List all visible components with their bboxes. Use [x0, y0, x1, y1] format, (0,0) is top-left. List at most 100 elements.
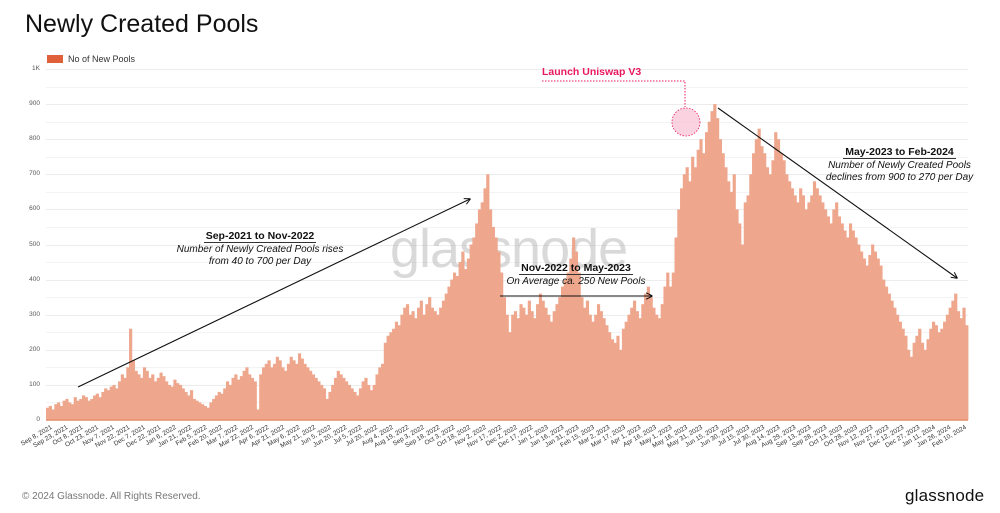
bar	[126, 367, 130, 420]
y-tick-label: 800	[29, 135, 40, 143]
bar	[51, 409, 55, 420]
bar	[502, 297, 507, 420]
bar	[904, 335, 908, 420]
bar	[104, 388, 108, 420]
annotation-rise-line1: Number of Newly Created Pools rises	[176, 244, 344, 255]
legend[interactable]: No of New Pools	[47, 54, 135, 64]
bar	[608, 332, 612, 420]
bar	[840, 223, 844, 420]
bar	[707, 121, 711, 421]
bar	[591, 321, 595, 420]
bar	[663, 286, 667, 420]
bar	[259, 374, 263, 420]
y-tick-label: 300	[29, 310, 40, 318]
bar	[486, 174, 490, 420]
bar	[480, 202, 484, 420]
bar	[932, 321, 936, 420]
bar	[920, 342, 925, 420]
bar	[848, 223, 853, 420]
bar	[873, 251, 878, 420]
bar	[450, 279, 454, 420]
bar	[624, 321, 628, 420]
bar	[317, 381, 321, 420]
bar	[54, 404, 58, 420]
glassnode-logo[interactable]: glassnode	[905, 486, 985, 505]
bar	[281, 367, 285, 420]
bar	[411, 311, 415, 420]
bar	[613, 342, 617, 420]
bar	[621, 328, 626, 420]
annotation-launch-uniswap-v3: Launch Uniswap V3	[542, 66, 642, 78]
bar	[596, 304, 601, 420]
bar	[231, 377, 235, 420]
bar	[73, 397, 77, 420]
bar	[300, 358, 304, 420]
bar	[453, 272, 457, 420]
bar	[638, 318, 642, 420]
bar	[48, 405, 52, 420]
bar	[585, 300, 590, 420]
bar	[721, 153, 725, 421]
bar	[533, 318, 537, 420]
bar	[228, 384, 232, 420]
bar	[616, 335, 620, 420]
bar	[860, 251, 864, 420]
bar	[264, 363, 268, 420]
gridline-minor	[46, 156, 968, 158]
bar	[779, 153, 783, 421]
bar	[843, 230, 847, 420]
bar	[46, 407, 50, 420]
bar	[801, 195, 806, 420]
bar	[59, 405, 64, 420]
bar	[810, 195, 814, 420]
bar	[137, 374, 141, 420]
y-tick-label: 500	[29, 240, 40, 248]
bar	[245, 367, 249, 420]
bar	[403, 307, 407, 420]
bar	[799, 188, 803, 420]
gridline-minor	[46, 121, 968, 123]
bar	[962, 307, 966, 420]
bar	[253, 381, 257, 420]
bar	[225, 381, 230, 420]
gridline-minor	[46, 262, 968, 264]
bar	[297, 353, 302, 420]
bar	[79, 398, 83, 420]
annotation-decline-line2: declines from 900 to 270 per Day	[825, 172, 974, 183]
bar	[765, 167, 770, 420]
bar	[256, 409, 260, 420]
bar	[536, 304, 540, 420]
bar	[522, 307, 526, 420]
gridline	[46, 279, 968, 281]
bar	[170, 386, 174, 420]
bar	[342, 377, 346, 420]
bar	[322, 388, 327, 420]
bar	[455, 276, 459, 420]
bar	[829, 223, 833, 420]
watermark: glassnode	[390, 219, 628, 279]
bar	[320, 384, 324, 420]
bar	[167, 384, 171, 420]
bar	[339, 374, 343, 420]
bar	[815, 188, 819, 420]
bar	[865, 265, 869, 420]
bar	[630, 307, 634, 420]
bar	[489, 209, 493, 420]
bar	[392, 328, 396, 420]
bar	[153, 381, 158, 420]
bar	[821, 202, 825, 420]
gridline-minor	[46, 191, 968, 193]
bar	[547, 314, 551, 420]
bar	[361, 381, 365, 420]
bar	[198, 402, 202, 420]
bar	[602, 318, 606, 420]
bar	[563, 279, 567, 420]
bar	[466, 258, 471, 420]
bar	[646, 286, 650, 420]
bar	[862, 258, 866, 420]
bar	[718, 139, 722, 420]
bar	[151, 374, 155, 420]
bar	[84, 397, 88, 420]
bar	[525, 314, 529, 420]
bar	[804, 209, 808, 420]
